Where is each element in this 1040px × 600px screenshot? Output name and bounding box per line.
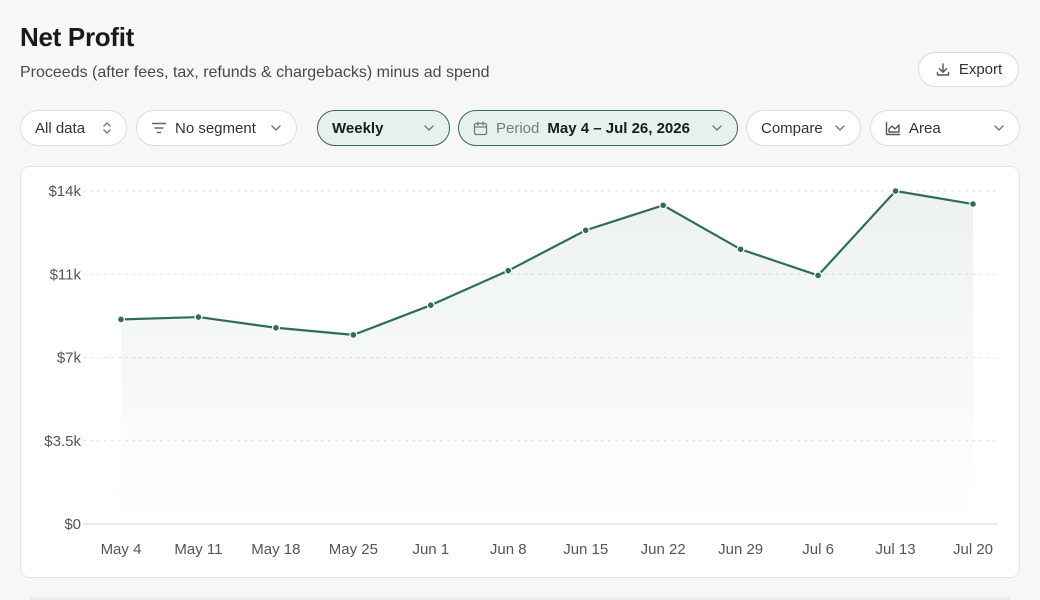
chevron-down-icon	[834, 124, 846, 132]
y-tick-label: $0	[64, 516, 81, 533]
y-tick-label: $11k	[50, 266, 82, 283]
data-point[interactable]	[814, 271, 823, 280]
calendar-icon	[473, 120, 488, 136]
updown-icon	[102, 121, 112, 135]
x-tick-label: May 18	[251, 541, 300, 558]
period-label: Period	[496, 119, 540, 137]
segment-select[interactable]: No segment	[136, 110, 297, 146]
data-point[interactable]	[736, 245, 745, 254]
page-subtitle: Proceeds (after fees, tax, refunds & cha…	[20, 64, 490, 81]
series-line	[120, 189, 974, 337]
x-tick-label: Jul 13	[876, 541, 916, 558]
data-point[interactable]	[504, 266, 513, 275]
granularity-label: Weekly	[332, 119, 384, 137]
page-title: Net Profit	[20, 22, 135, 52]
chevron-down-icon	[711, 124, 723, 132]
y-tick-label: $14k	[48, 183, 81, 200]
x-tick-label: Jul 20	[953, 541, 993, 558]
chart-type-label: Area	[909, 119, 941, 137]
data-point[interactable]	[349, 330, 358, 339]
download-icon	[935, 62, 951, 78]
segment-label: No segment	[175, 119, 256, 137]
x-tick-label: May 4	[101, 541, 142, 558]
y-tick-label: $3.5k	[44, 433, 81, 450]
chart-card: $0 $3.5k $7k $11k $14k May 4 May 11 May 18 May …	[20, 166, 1020, 578]
x-tick-label: May 11	[174, 541, 222, 558]
next-card-edge	[30, 597, 1010, 600]
x-tick-label: Jun 1	[412, 541, 449, 558]
data-point[interactable]	[659, 201, 668, 210]
y-tick-label: $7k	[57, 350, 82, 367]
period-value: May 4 – Jul 26, 2026	[547, 119, 690, 137]
data-point[interactable]	[968, 200, 977, 209]
area-chart-icon	[885, 121, 901, 136]
chevron-down-icon	[993, 124, 1005, 132]
scope-select[interactable]: All data	[20, 110, 127, 146]
x-tick-label: Jun 8	[490, 541, 527, 558]
export-button[interactable]: Export	[918, 52, 1019, 87]
export-label: Export	[958, 61, 1003, 78]
net-profit-chart: $0 $3.5k $7k $11k $14k May 4 May 11 May 18 May …	[44, 183, 998, 558]
filter-icon	[151, 121, 167, 135]
data-point[interactable]	[116, 315, 125, 324]
x-tick-label: Jun 29	[718, 541, 763, 558]
scope-label: All data	[35, 119, 86, 137]
data-point[interactable]	[426, 301, 435, 310]
data-point[interactable]	[581, 226, 590, 235]
x-tick-label: Jun 22	[641, 541, 686, 558]
compare-select[interactable]: Compare	[746, 110, 861, 146]
x-tick-label: Jun 15	[563, 541, 608, 558]
period-select[interactable]: Period May 4 – Jul 26, 2026	[458, 110, 738, 146]
x-tick-label: Jul 6	[802, 541, 834, 558]
chevron-down-icon	[270, 124, 282, 132]
chart-type-select[interactable]: Area	[870, 110, 1020, 146]
chevron-down-icon	[423, 124, 435, 132]
data-point[interactable]	[271, 323, 280, 332]
data-point[interactable]	[891, 187, 900, 196]
series-area	[121, 191, 973, 524]
data-point[interactable]	[194, 313, 203, 322]
compare-label: Compare	[761, 119, 823, 137]
x-tick-label: May 25	[329, 541, 378, 558]
granularity-select[interactable]: Weekly	[317, 110, 450, 146]
